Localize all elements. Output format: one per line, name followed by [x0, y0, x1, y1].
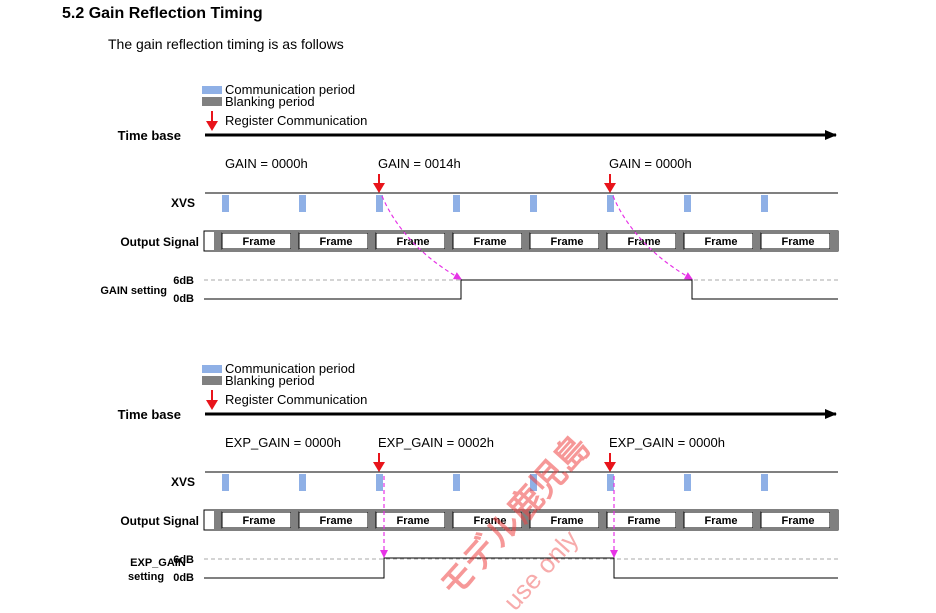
- diagram1-blanking-block-5: [522, 231, 530, 251]
- diagram2-blanking-block-6: [599, 510, 607, 530]
- diagram1-frame-label-2: Frame: [319, 236, 352, 248]
- diagram1-register-arrow-icon-1: [373, 183, 385, 193]
- diagram2-register-arrow-icon-2: [604, 462, 616, 472]
- diagram1-time-base-label: Time base: [118, 128, 181, 143]
- diagram2-xvs-communication-pulse-4: [453, 474, 460, 491]
- diagram2-exp-gain-waveform: [204, 557, 838, 579]
- diagram2-xvs-communication-pulse-5: [530, 474, 537, 491]
- diagram2-frame-label-6: Frame: [627, 515, 660, 527]
- diagram2-xvs-communication-pulse-7: [684, 474, 691, 491]
- diagram2-register-value-1: EXP_GAIN = 0000h: [225, 435, 341, 450]
- diagram1-legend-register-label: Register Communication: [225, 113, 367, 128]
- diagram2-frame-label-7: Frame: [704, 515, 737, 527]
- diagram2-register-arrow-icon-1: [373, 462, 385, 472]
- diagram2-frame-label-3: Frame: [396, 515, 429, 527]
- diagram2-frame-label-1: Frame: [242, 515, 275, 527]
- diagram2-register-value-3: EXP_GAIN = 0000h: [609, 435, 725, 450]
- diagram2-blanking-block-4: [445, 510, 453, 530]
- diagram2-xvs-communication-pulse-1: [222, 474, 229, 491]
- diagram1-xvs-communication-pulse-6: [607, 195, 614, 212]
- diagram2-xvs-label: XVS: [171, 475, 195, 489]
- diagram1-xvs-communication-pulse-8: [761, 195, 768, 212]
- diagram1-frame-label-3: Frame: [396, 236, 429, 248]
- section-heading: 5.2 Gain Reflection Timing: [62, 5, 263, 22]
- diagram2-legend-blanking-swatch: [202, 376, 222, 385]
- diagram2-frame-label-5: Frame: [550, 515, 583, 527]
- diagram2-legend-communication-swatch: [202, 365, 222, 373]
- diagram1-legend-blanking-label: Blanking period: [225, 94, 315, 109]
- diagram1-reflection-arrow-1: [381, 195, 462, 280]
- diagram1-low-level-label: 0dB: [173, 293, 194, 305]
- diagram1-blanking-block-4: [445, 231, 453, 251]
- diagram1-register-value-2: GAIN = 0014h: [378, 156, 461, 171]
- diagram2-blanking-block-1: [214, 510, 222, 530]
- diagram2-xvs-communication-pulse-8: [761, 474, 768, 491]
- diagram1-frame-label-8: Frame: [781, 236, 814, 248]
- diagram1-register-arrow-icon-2: [604, 183, 616, 193]
- diagram1-xvs-communication-pulse-4: [453, 195, 460, 212]
- diagram1-legend-communication-swatch: [202, 86, 222, 94]
- diagram2-legend-register-arrow-icon: [206, 400, 218, 410]
- diagram2-low-level-label: 0dB: [173, 572, 194, 584]
- diagram2-output-signal-label: Output Signal: [120, 514, 199, 528]
- diagram2-blanking-block-3: [368, 510, 376, 530]
- diagram1-frame-label-6: Frame: [627, 236, 660, 248]
- diagram1-frame-label-7: Frame: [704, 236, 737, 248]
- diagram2-setting-label-line2: setting: [128, 571, 164, 583]
- diagram1-xvs-label: XVS: [171, 196, 195, 210]
- diagram1-frame-label-4: Frame: [473, 236, 506, 248]
- diagram1-blanking-block-end: [830, 231, 838, 251]
- diagram2-setting-label-line1: EXP_GAIN: [130, 557, 186, 569]
- diagram2-legend-communication-label: Communication period: [225, 361, 355, 376]
- diagram2-frame-label-4: Frame: [473, 515, 506, 527]
- diagram2-xvs-communication-pulse-2: [299, 474, 306, 491]
- diagram1-output-signal-label: Output Signal: [120, 235, 199, 249]
- diagram2-register-value-2: EXP_GAIN = 0002h: [378, 435, 494, 450]
- diagram1-xvs-communication-pulse-3: [376, 195, 383, 212]
- diagram2-blanking-block-2: [291, 510, 299, 530]
- diagram1-blanking-block-6: [599, 231, 607, 251]
- diagram1-blanking-block-2: [291, 231, 299, 251]
- diagram1-blanking-block-8: [753, 231, 761, 251]
- diagram1-register-value-3: GAIN = 0000h: [609, 156, 692, 171]
- diagram2-frame-label-2: Frame: [319, 515, 352, 527]
- diagram1-gain-waveform: [204, 279, 838, 300]
- diagram1-high-level-label: 6dB: [173, 275, 194, 287]
- diagram2-frame-label-8: Frame: [781, 515, 814, 527]
- diagram2-blanking-block-7: [676, 510, 684, 530]
- diagram1-xvs-communication-pulse-2: [299, 195, 306, 212]
- diagram1-legend-register-arrow-icon: [206, 121, 218, 131]
- diagram1-frame-label-5: Frame: [550, 236, 583, 248]
- diagram1-legend-blanking-swatch: [202, 97, 222, 106]
- diagram2-blanking-block-end: [830, 510, 838, 530]
- diagram1-frame-label-1: Frame: [242, 236, 275, 248]
- diagram1-xvs-communication-pulse-5: [530, 195, 537, 212]
- diagram2-legend-blanking-label: Blanking period: [225, 373, 315, 388]
- diagram1-xvs-communication-pulse-7: [684, 195, 691, 212]
- diagram2-blanking-block-8: [753, 510, 761, 530]
- diagram2-xvs-communication-pulse-3: [376, 474, 383, 491]
- diagram1-blanking-block-1: [214, 231, 222, 251]
- diagram2-high-level-label: 6dB: [173, 554, 194, 566]
- diagram1-register-value-1: GAIN = 0000h: [225, 156, 308, 171]
- diagram1-blanking-block-3: [368, 231, 376, 251]
- diagram2-time-base-label: Time base: [118, 407, 181, 422]
- diagram2-blanking-block-5: [522, 510, 530, 530]
- diagram2-legend-register-label: Register Communication: [225, 392, 367, 407]
- intro-text: The gain reflection timing is as follows: [108, 36, 344, 52]
- diagram1-setting-label-line1: GAIN setting: [100, 285, 167, 297]
- diagram1-blanking-block-7: [676, 231, 684, 251]
- diagram1-reflection-arrow-2: [612, 195, 693, 280]
- diagram1-legend-communication-label: Communication period: [225, 82, 355, 97]
- diagram2-xvs-communication-pulse-6: [607, 474, 614, 491]
- diagram1-xvs-communication-pulse-1: [222, 195, 229, 212]
